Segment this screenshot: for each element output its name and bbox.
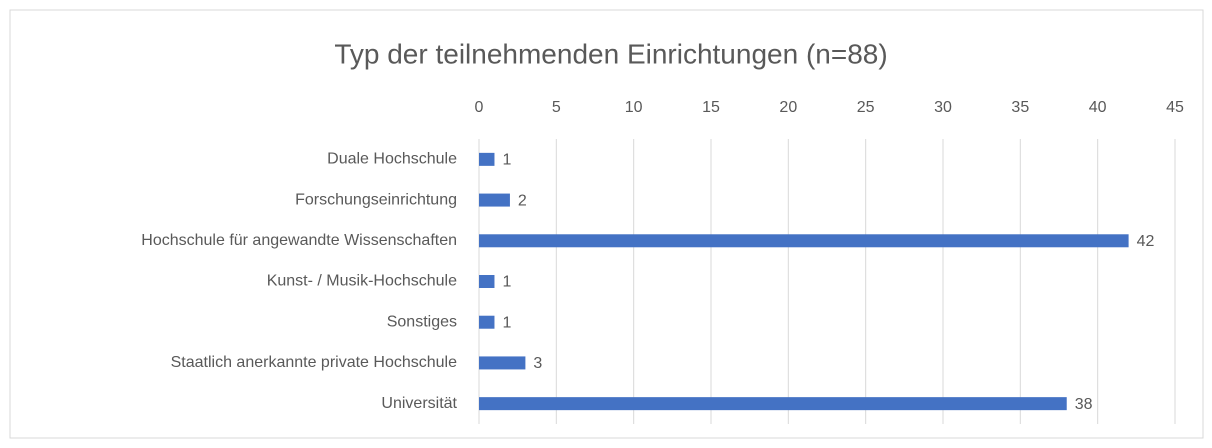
bar <box>479 397 1067 411</box>
bar <box>479 315 495 329</box>
y-tick-label: Hochschule für angewandte Wissenschaften <box>141 232 457 249</box>
x-tick-label: 35 <box>1011 99 1029 116</box>
bar <box>479 152 495 166</box>
data-label: 38 <box>1075 396 1093 413</box>
x-tick-label: 45 <box>1166 99 1184 116</box>
x-tick-label: 10 <box>625 99 643 116</box>
x-tick-label: 30 <box>934 99 952 116</box>
y-tick-label: Kunst- / Musik-Hochschule <box>267 273 457 290</box>
y-tick-label: Forschungseinrichtung <box>295 191 457 208</box>
x-tick-label: 40 <box>1089 99 1107 116</box>
bar <box>479 234 1129 248</box>
y-tick-label: Universität <box>381 395 457 412</box>
data-label: 1 <box>502 314 511 331</box>
bar <box>479 275 495 288</box>
x-tick-label: 5 <box>552 99 561 116</box>
chart-frame <box>9 9 1204 439</box>
data-label: 1 <box>502 274 511 291</box>
data-label: 3 <box>533 355 542 372</box>
data-label: 2 <box>518 192 527 209</box>
bar <box>479 356 526 370</box>
data-label: 1 <box>502 152 511 169</box>
y-tick-label: Sonstiges <box>387 313 457 330</box>
y-tick-label: Duale Hochschule <box>327 151 457 168</box>
y-tick-label: Staatlich anerkannte private Hochschule <box>171 354 457 371</box>
x-tick-label: 0 <box>475 99 484 116</box>
x-tick-label: 15 <box>702 99 720 116</box>
bar <box>479 193 510 207</box>
x-tick-label: 20 <box>779 99 797 116</box>
x-tick-label: 25 <box>857 99 875 116</box>
data-label: 42 <box>1137 233 1155 250</box>
chart-title: Typ der teilnehmenden Einrichtungen (n=8… <box>334 38 887 69</box>
